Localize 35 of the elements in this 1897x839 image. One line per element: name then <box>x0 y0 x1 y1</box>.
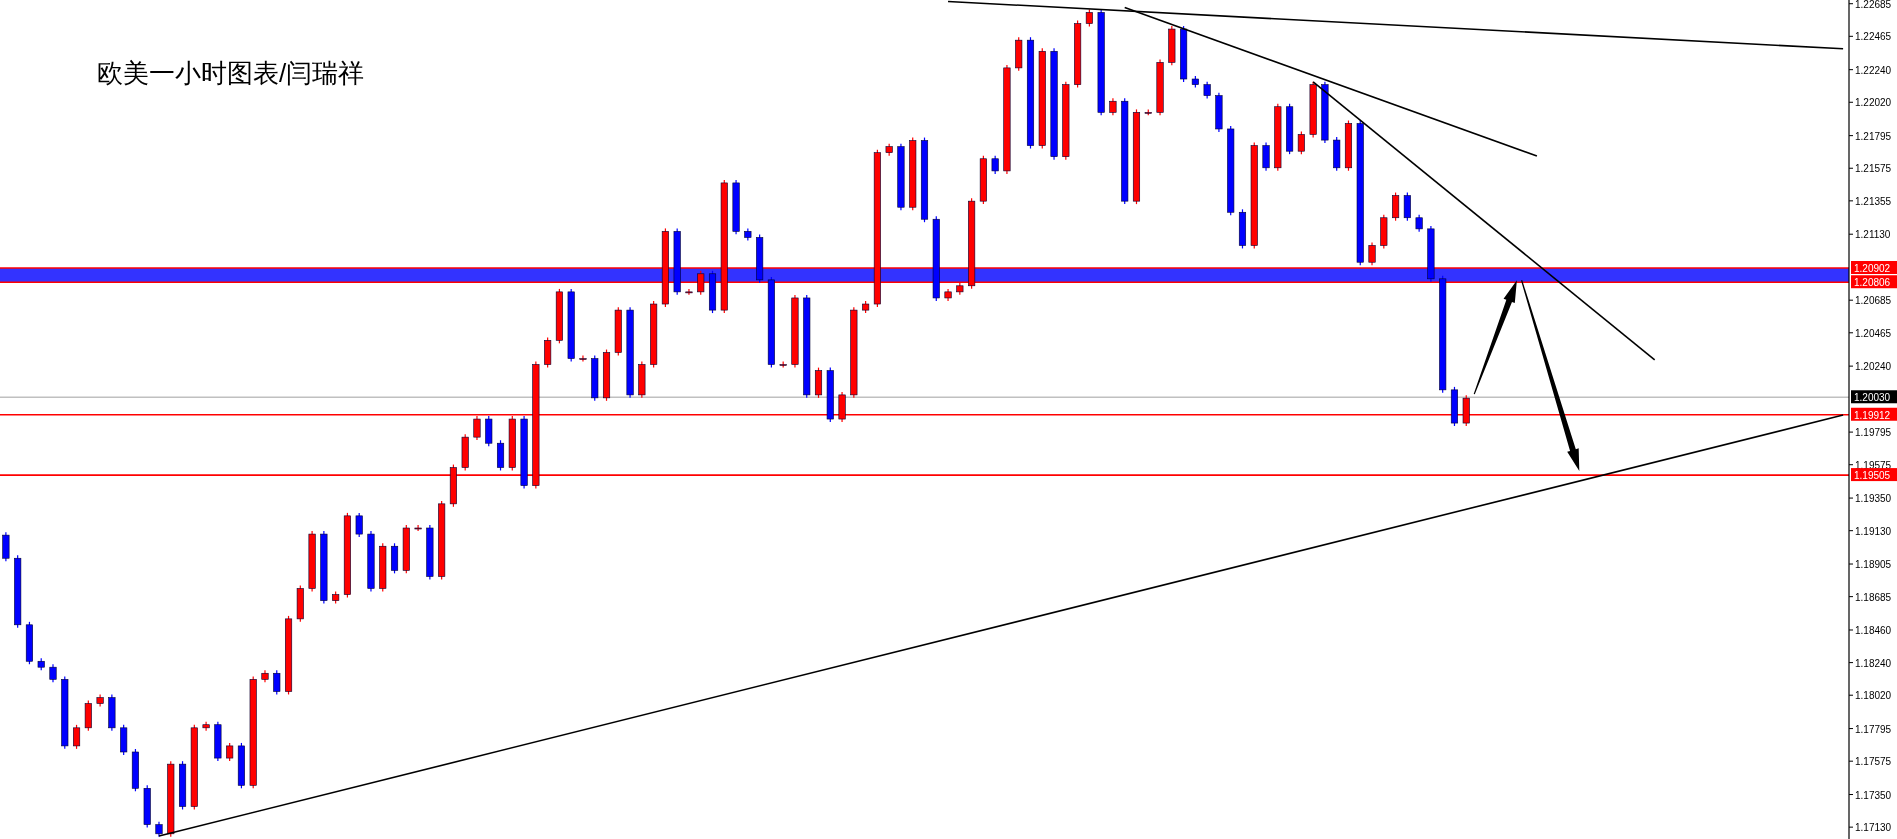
y-tick-label: 1.22240 <box>1855 64 1892 76</box>
text: 欧美一小时图表/闫瑞祥 <box>97 58 365 88</box>
y-tick-label: 1.22685 <box>1855 0 1892 10</box>
y-tick-label: 1.18240 <box>1855 657 1892 669</box>
ref-label: 1.19912 <box>1851 407 1897 421</box>
ref-label: 1.20806 <box>1851 275 1897 289</box>
y-tick-label: 1.21355 <box>1855 195 1892 207</box>
ref-line-label: 1.19505 <box>1854 470 1891 482</box>
y-tick-label: 1.22020 <box>1855 97 1892 109</box>
y-tick-label: 1.19350 <box>1855 493 1892 505</box>
y-tick-label: 1.20685 <box>1855 295 1892 307</box>
ref-label: 1.20030 <box>1851 390 1897 404</box>
y-tick-label: 1.17350 <box>1855 789 1892 801</box>
y-tick-label: 1.19575 <box>1855 459 1892 471</box>
ref-line-label: 1.20806 <box>1854 277 1891 289</box>
y-tick-label: 1.19795 <box>1855 427 1892 439</box>
y-tick-label: 1.18020 <box>1855 690 1892 702</box>
y-tick-label: 1.17130 <box>1855 822 1892 834</box>
y-tick-label: 1.17575 <box>1855 756 1892 768</box>
y-tick-label: 1.19130 <box>1855 525 1892 537</box>
y-tick-label: 1.21130 <box>1855 229 1891 241</box>
ref-line-label: 1.20902 <box>1854 263 1891 275</box>
y-tick-label: 1.21795 <box>1855 130 1892 142</box>
ref-label: 1.20902 <box>1851 261 1897 274</box>
ref-line-label: 1.20030 <box>1854 392 1891 404</box>
y-tick-label: 1.18905 <box>1855 559 1892 571</box>
y-tick-label: 1.20240 <box>1855 361 1892 373</box>
y-tick-label: 1.21575 <box>1855 163 1892 175</box>
y-tick-label: 1.20465 <box>1855 327 1892 339</box>
y-tick-label: 1.22465 <box>1855 31 1892 43</box>
ref-line-label: 1.19912 <box>1854 409 1891 421</box>
y-tick-label: 1.18460 <box>1855 624 1892 636</box>
y-tick-label: 1.18685 <box>1855 591 1892 603</box>
ref-label: 1.19505 <box>1851 468 1897 482</box>
y-tick-label: 1.17795 <box>1855 723 1892 735</box>
